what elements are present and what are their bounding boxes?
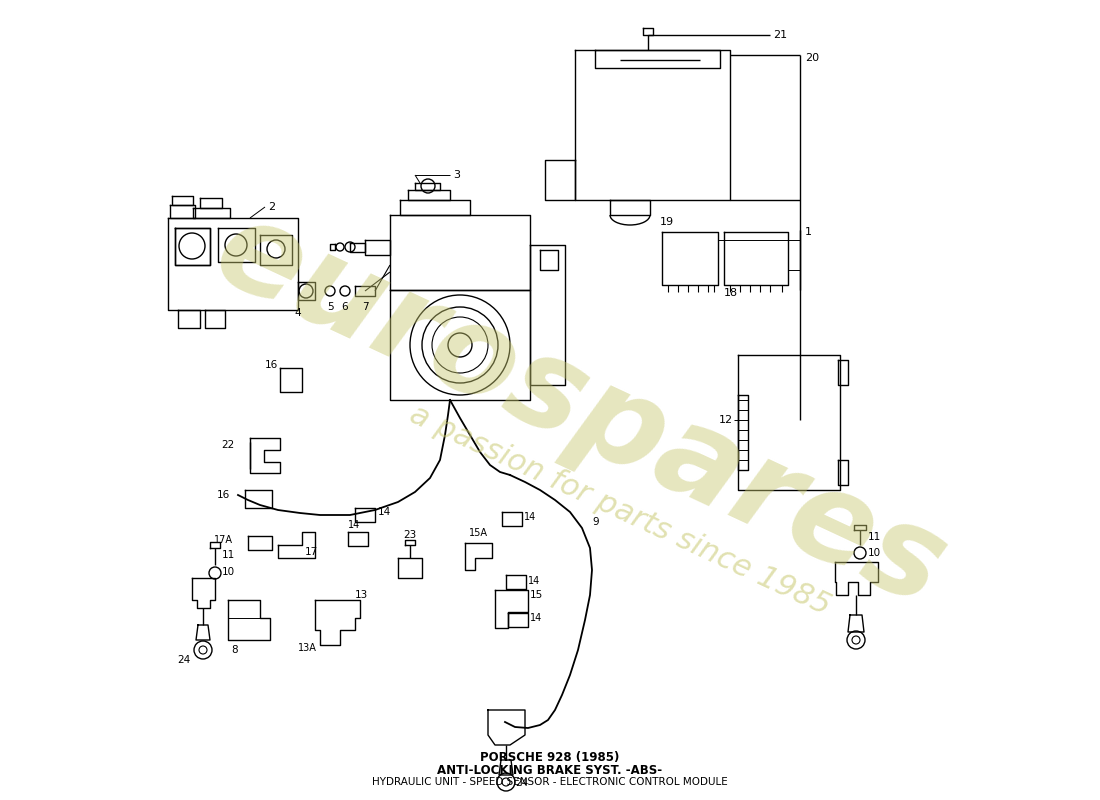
Text: a passion for parts since 1985: a passion for parts since 1985 (405, 399, 835, 621)
Text: 12: 12 (719, 415, 733, 425)
Text: 10: 10 (222, 567, 235, 577)
Text: 23: 23 (404, 530, 417, 540)
Text: ANTI-LOCKING BRAKE SYST. -ABS-: ANTI-LOCKING BRAKE SYST. -ABS- (438, 763, 662, 777)
Text: 15A: 15A (469, 528, 487, 538)
Text: 15: 15 (530, 590, 543, 600)
Text: 14: 14 (524, 512, 537, 522)
Text: 2: 2 (268, 202, 275, 212)
Text: 11: 11 (222, 550, 235, 560)
Text: 5: 5 (327, 302, 333, 312)
Text: 24: 24 (515, 778, 528, 788)
Text: 16: 16 (217, 490, 230, 500)
Text: 18: 18 (724, 288, 738, 298)
Text: 9: 9 (592, 517, 598, 527)
Text: 17A: 17A (214, 535, 233, 545)
Text: 7: 7 (362, 302, 369, 312)
Text: 13: 13 (355, 590, 368, 600)
Text: 8: 8 (232, 645, 239, 655)
Text: 14: 14 (530, 613, 542, 623)
Text: 14: 14 (348, 520, 361, 530)
Text: 17: 17 (305, 547, 318, 557)
Text: 13A: 13A (298, 643, 317, 653)
Text: HYDRAULIC UNIT - SPEED SENSOR - ELECTRONIC CONTROL MODULE: HYDRAULIC UNIT - SPEED SENSOR - ELECTRON… (372, 777, 728, 787)
Text: 10: 10 (868, 548, 881, 558)
Text: 21: 21 (773, 30, 788, 40)
Text: 4: 4 (295, 308, 301, 318)
Text: 24: 24 (177, 655, 190, 665)
Text: 14: 14 (378, 507, 392, 517)
Text: 19: 19 (660, 217, 674, 227)
Text: eurospares: eurospares (196, 188, 964, 632)
Text: 22: 22 (222, 440, 235, 450)
Text: PORSCHE 928 (1985): PORSCHE 928 (1985) (481, 751, 619, 765)
Text: 1: 1 (805, 227, 812, 237)
Text: 20: 20 (805, 53, 820, 63)
Text: 3: 3 (453, 170, 460, 180)
Text: 11: 11 (868, 532, 881, 542)
Text: 6: 6 (342, 302, 349, 312)
Text: 16: 16 (265, 360, 278, 370)
Text: 14: 14 (528, 576, 540, 586)
